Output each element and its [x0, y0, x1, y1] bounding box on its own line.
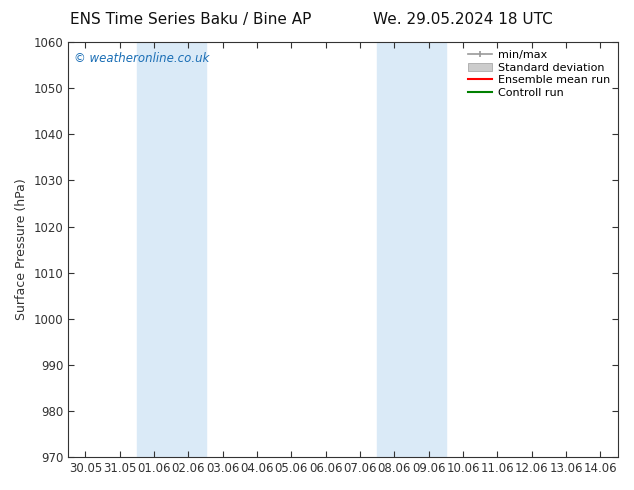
Text: We. 29.05.2024 18 UTC: We. 29.05.2024 18 UTC — [373, 12, 553, 27]
Y-axis label: Surface Pressure (hPa): Surface Pressure (hPa) — [15, 179, 28, 320]
Bar — [137, 42, 205, 457]
Text: ENS Time Series Baku / Bine AP: ENS Time Series Baku / Bine AP — [70, 12, 311, 27]
Legend: min/max, Standard deviation, Ensemble mean run, Controll run: min/max, Standard deviation, Ensemble me… — [465, 48, 612, 100]
Text: © weatheronline.co.uk: © weatheronline.co.uk — [74, 52, 209, 66]
Bar — [377, 42, 446, 457]
